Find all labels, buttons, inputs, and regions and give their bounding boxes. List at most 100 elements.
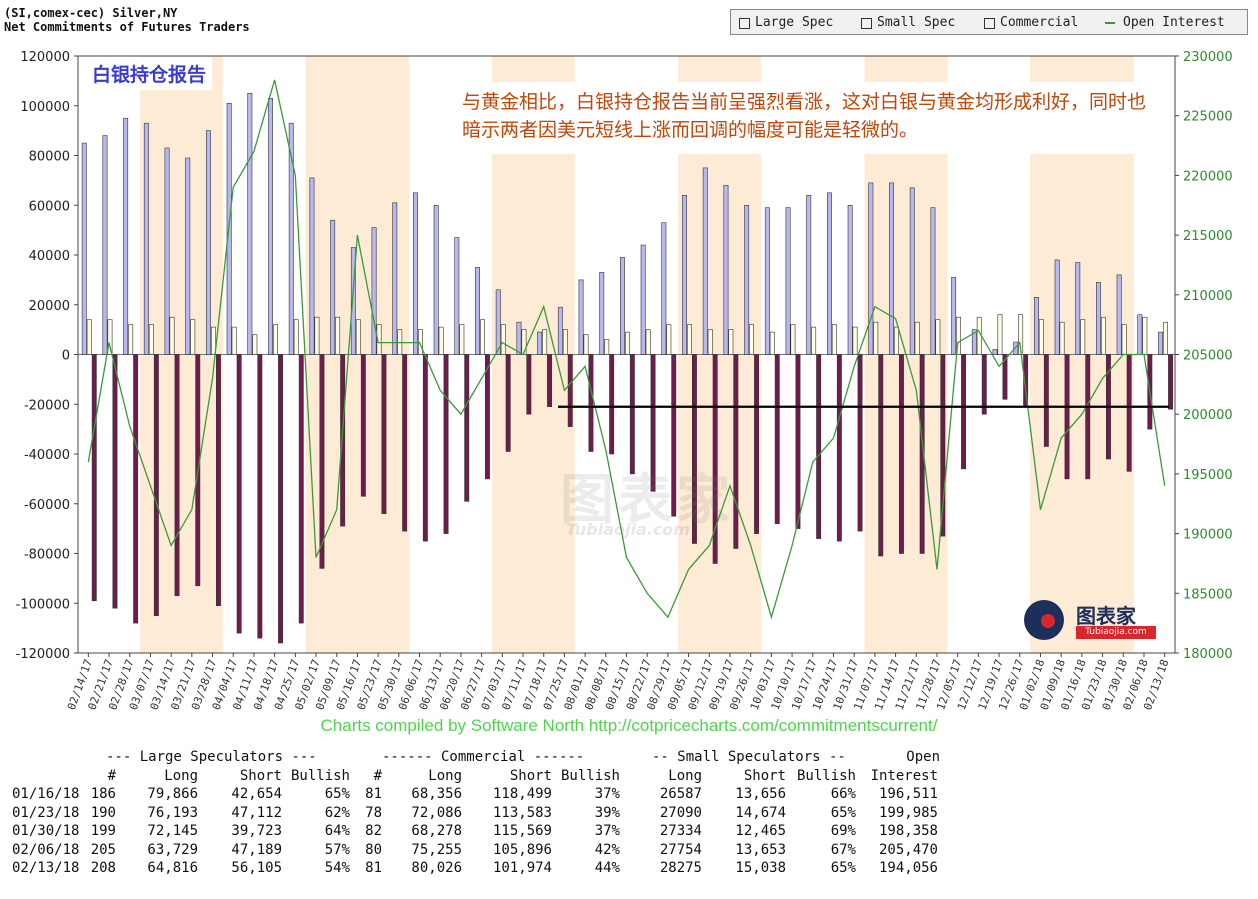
bar-large-spec [495, 289, 501, 355]
table-cell: 65% [324, 786, 350, 802]
bar-large-spec [1137, 314, 1143, 355]
y-tick-label: 80000 [29, 150, 70, 165]
bar-small-spec [1059, 321, 1065, 355]
bar-large-spec [1158, 331, 1164, 355]
bar-large-spec [744, 205, 750, 355]
bar-commercial [422, 354, 428, 542]
bar-small-spec [211, 326, 216, 355]
brand-logo: 图表家 Tubiaojia.com [1024, 598, 1160, 642]
table-cell: 67% [830, 841, 856, 858]
bar-large-spec [392, 202, 398, 355]
bar-large-spec [371, 227, 377, 355]
bar-small-spec [190, 319, 196, 355]
bar-commercial [112, 354, 118, 609]
bar-small-spec [707, 329, 713, 355]
legend-line-open-interest [1105, 22, 1115, 24]
table-cell: 199,985 [878, 804, 938, 821]
legend-label-commercial: Commercial [1000, 15, 1079, 30]
bar-small-spec [148, 324, 154, 355]
bar-small-spec [749, 324, 755, 355]
bar-commercial [671, 354, 677, 517]
y2-tick-label: 195000 [1183, 468, 1233, 483]
table-cell: 196,511 [878, 786, 938, 802]
table-cell: Long [164, 767, 198, 784]
bar-small-spec [500, 324, 506, 355]
annotation-title: 白银持仓报告 [86, 57, 213, 90]
table-cell: Short [509, 767, 552, 784]
table-cell: 69% [830, 823, 856, 839]
bar-commercial [712, 354, 718, 564]
y-tick-label: 60000 [29, 199, 70, 214]
bar-commercial [1002, 354, 1008, 400]
table-cell: 186 [90, 786, 116, 802]
table-cell: Bullish [796, 767, 856, 784]
bar-small-spec [169, 316, 175, 355]
y2-tick-label: 210000 [1183, 289, 1233, 304]
bar-small-spec [769, 331, 775, 355]
bar-large-spec [433, 205, 439, 355]
table-cell: Long [668, 767, 702, 784]
bar-commercial [340, 354, 346, 527]
bar-large-spec [1075, 262, 1081, 355]
y-tick-label: -120000 [16, 647, 70, 662]
table-cell: 12,465 [735, 823, 786, 839]
annotation-note: 与黄金相比，白银持仓报告当前呈强烈看涨，这对白银与黄金均形成利好，同时也暗示两者… [454, 82, 1166, 154]
logo-head-icon [1024, 600, 1064, 640]
table-cell: ------ Commercial ------ [382, 749, 585, 765]
table-cell: 72,145 [147, 823, 198, 839]
bar-large-spec [206, 130, 211, 355]
y-tick-label: -20000 [24, 398, 70, 413]
table-cell: 72,086 [411, 804, 462, 821]
table-cell: 27090 [659, 804, 702, 821]
bar-small-spec [583, 334, 589, 355]
table-cell: 81 [365, 786, 382, 802]
table-cell: Short [239, 767, 282, 784]
table-cell: 15,038 [735, 860, 786, 876]
bar-commercial [961, 354, 967, 470]
y-tick-label: 0 [62, 349, 70, 364]
y-tick-label: -100000 [16, 597, 70, 612]
bar-large-spec [682, 195, 688, 355]
bar-commercial [236, 354, 242, 634]
line-open-interest [87, 79, 1166, 620]
table-cell: 199 [90, 823, 116, 839]
bar-commercial [464, 354, 470, 502]
bar-large-spec [454, 237, 460, 355]
y-tick-label: -40000 [24, 448, 70, 463]
y2-tick-label: 225000 [1183, 110, 1233, 125]
y2-tick-label: 205000 [1183, 349, 1233, 364]
bar-large-spec [868, 182, 874, 355]
legend-label-open-interest: Open Interest [1123, 15, 1225, 30]
table-cell: 80,026 [411, 860, 462, 876]
bar-large-spec [992, 349, 998, 355]
bar-large-spec [847, 205, 853, 355]
bar-commercial [795, 354, 801, 529]
bar-commercial [1085, 354, 1091, 480]
bar-large-spec [723, 185, 729, 355]
bar-large-spec [951, 277, 957, 355]
bar-commercial [733, 354, 739, 549]
table-cell: Bullish [290, 767, 350, 784]
bar-large-spec [164, 147, 170, 355]
bar-large-spec [619, 257, 625, 355]
table-cell: 64% [324, 823, 350, 839]
bar-large-spec [971, 329, 977, 355]
bar-commercial [133, 354, 139, 624]
bar-large-spec [516, 321, 522, 355]
bar-commercial [940, 354, 946, 537]
bar-large-spec [185, 157, 191, 355]
bar-small-spec [562, 329, 568, 355]
bar-large-spec [785, 207, 791, 355]
bar-large-spec [909, 187, 915, 355]
bar-small-spec [1038, 319, 1044, 355]
table-cell: -- Small Speculators -- [652, 749, 846, 765]
bar-commercial [898, 354, 904, 554]
bar-large-spec [412, 192, 418, 355]
bar-large-spec [309, 177, 315, 355]
bar-large-spec [81, 142, 87, 355]
y2-tick-label: 180000 [1183, 647, 1233, 662]
bar-small-spec [645, 329, 651, 355]
table-cell: 01/23/18 [12, 804, 80, 821]
table-cell: 205,470 [878, 841, 938, 858]
bar-small-spec [1163, 321, 1169, 355]
